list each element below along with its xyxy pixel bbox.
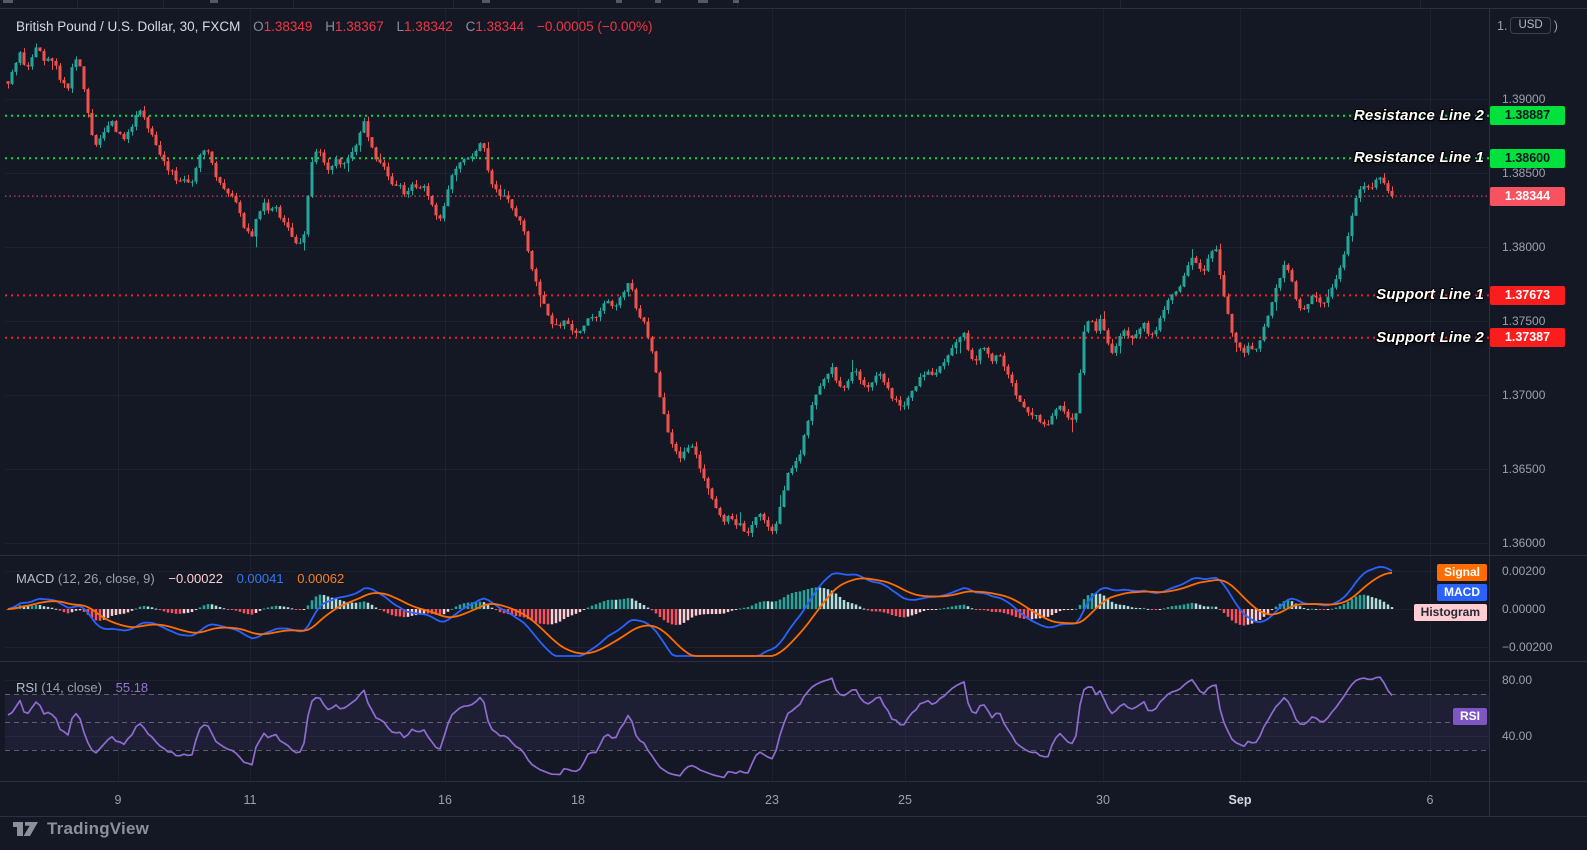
high-label: H bbox=[325, 19, 335, 34]
price-tick-label: 1.37500 bbox=[1502, 314, 1546, 328]
macd-tick-label: −0.00200 bbox=[1502, 640, 1553, 654]
macd-histogram-value: −0.00022 bbox=[168, 571, 223, 586]
change-value: −0.00005 (−0.00%) bbox=[536, 19, 653, 34]
time-axis-label: 9 bbox=[114, 793, 122, 807]
resistance-line-1-label[interactable]: Resistance Line 1 bbox=[1353, 149, 1484, 167]
resistance-line-1-price-badge: 1.38600 bbox=[1490, 148, 1565, 168]
time-axis-label: 25 bbox=[898, 793, 912, 807]
high-value: 1.38367 bbox=[334, 19, 384, 34]
symbol-title[interactable]: British Pound / U.S. Dollar, 30, FXCM bbox=[16, 19, 241, 34]
cropped-toolbar-fragment bbox=[616, 0, 622, 3]
price-scale-unit-control: 1. USD ) bbox=[1497, 17, 1558, 34]
rsi-value: 55.18 bbox=[115, 680, 149, 695]
time-axis-label: Sep bbox=[1228, 793, 1252, 807]
time-axis-label: 30 bbox=[1096, 793, 1110, 807]
cropped-toolbar-fragment bbox=[3, 0, 13, 3]
open-label: O bbox=[253, 19, 264, 34]
unit-prefix: 1. bbox=[1497, 18, 1508, 33]
price-tick-label: 1.37000 bbox=[1502, 388, 1546, 402]
time-axis-label: 23 bbox=[765, 793, 779, 807]
tradingview-wordmark: TradingView bbox=[47, 819, 150, 838]
rsi-params: (14, close) bbox=[41, 680, 102, 695]
rsi-series-badge: RSI bbox=[1452, 708, 1487, 725]
open-value: 1.38349 bbox=[263, 19, 313, 34]
grid-layer bbox=[5, 0, 1489, 781]
rsi-tick-label: 40.00 bbox=[1502, 729, 1533, 743]
currency-unit-button[interactable]: USD bbox=[1510, 17, 1551, 34]
macd-tick-label: 0.00000 bbox=[1502, 602, 1546, 616]
macd-name: MACD bbox=[16, 571, 55, 586]
macd-params: (12, 26, close, 9) bbox=[57, 571, 155, 586]
level-lines-layer bbox=[5, 114, 1489, 339]
symbol-legend: British Pound / U.S. Dollar, 30, FXCM O1… bbox=[16, 19, 653, 34]
cropped-toolbar-fragment bbox=[698, 0, 708, 3]
support-line-1-label[interactable]: Support Line 1 bbox=[1376, 286, 1484, 304]
rsi-layer bbox=[5, 676, 1489, 779]
resistance-line-2-price-badge: 1.38887 bbox=[1490, 106, 1565, 126]
resistance-line-2-label[interactable]: Resistance Line 2 bbox=[1353, 106, 1484, 124]
rsi-name: RSI bbox=[16, 680, 38, 695]
cropped-toolbar-fragment bbox=[210, 0, 218, 3]
support-line-1-price-badge: 1.37673 bbox=[1490, 285, 1565, 305]
support-line-2-price-badge: 1.37387 bbox=[1490, 328, 1565, 348]
price-tick-label: 1.39000 bbox=[1502, 92, 1546, 106]
last-price-badge: 1.38344 bbox=[1490, 187, 1565, 206]
time-axis[interactable] bbox=[0, 781, 1489, 816]
time-axis-label: 11 bbox=[243, 793, 257, 807]
price-tick-label: 1.36500 bbox=[1502, 462, 1546, 476]
rsi-tick-label: 80.00 bbox=[1502, 673, 1533, 687]
histogram-series-badge: Histogram bbox=[1413, 604, 1487, 621]
signal-line-layer bbox=[7, 571, 1393, 657]
unit-suffix: ) bbox=[1553, 18, 1558, 33]
signal-series-badge: Signal bbox=[1436, 564, 1487, 581]
time-axis-label: 16 bbox=[438, 793, 452, 807]
low-value: 1.38342 bbox=[404, 19, 453, 34]
price-tick-label: 1.38500 bbox=[1502, 166, 1546, 180]
rsi-legend: RSI (14, close) 55.18 bbox=[16, 680, 148, 695]
macd-series-badge: MACD bbox=[1437, 584, 1487, 601]
tradingview-logo-icon bbox=[13, 822, 38, 836]
cropped-toolbar-fragment bbox=[482, 0, 490, 3]
close-label: C bbox=[465, 19, 476, 34]
price-axis[interactable] bbox=[1489, 8, 1587, 816]
tradingview-logo-link[interactable]: TradingView bbox=[12, 819, 149, 839]
close-value: 1.38344 bbox=[475, 19, 525, 34]
candlestick-layer bbox=[6, 43, 1394, 538]
time-axis-label: 6 bbox=[1426, 793, 1434, 807]
low-label: L bbox=[396, 19, 405, 34]
price-tick-label: 1.36000 bbox=[1502, 536, 1546, 550]
macd-histogram-layer bbox=[6, 587, 1394, 626]
support-line-2-label[interactable]: Support Line 2 bbox=[1376, 328, 1484, 346]
cropped-toolbar-fragment bbox=[655, 0, 661, 3]
macd-signal-value: 0.00062 bbox=[297, 571, 345, 586]
price-tick-label: 1.38000 bbox=[1502, 240, 1546, 254]
macd-legend: MACD (12, 26, close, 9) −0.00022 0.00041… bbox=[16, 571, 344, 586]
pane-separators bbox=[0, 8, 1587, 817]
macd-line-value: 0.00041 bbox=[236, 571, 284, 586]
macd-tick-label: 0.00200 bbox=[1502, 564, 1546, 578]
time-axis-label: 18 bbox=[571, 793, 585, 807]
cropped-toolbar-fragment bbox=[733, 0, 739, 3]
